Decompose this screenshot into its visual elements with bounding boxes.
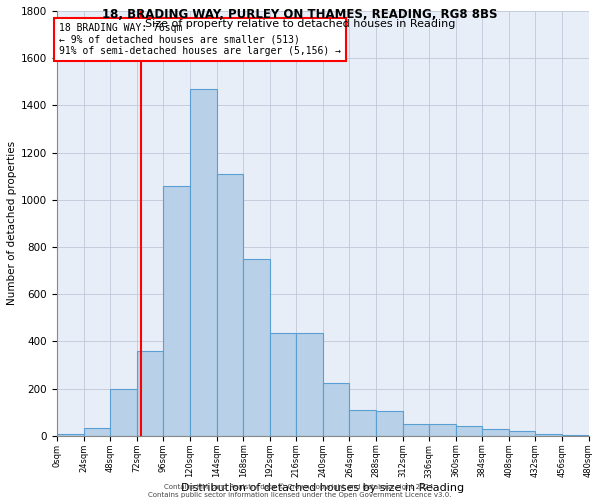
Bar	[562, 434, 589, 436]
Bar	[509, 431, 535, 436]
Text: 18 BRADING WAY: 76sqm
← 9% of detached houses are smaller (513)
91% of semi-deta: 18 BRADING WAY: 76sqm ← 9% of detached h…	[59, 22, 341, 56]
Bar	[403, 424, 429, 436]
Text: Contains HM Land Registry data © Crown copyright and database right 2024.
Contai: Contains HM Land Registry data © Crown c…	[148, 484, 452, 498]
X-axis label: Distribution of detached houses by size in Reading: Distribution of detached houses by size …	[181, 483, 464, 493]
Bar	[269, 333, 296, 436]
Text: Size of property relative to detached houses in Reading: Size of property relative to detached ho…	[145, 19, 455, 29]
Bar	[429, 424, 455, 436]
Bar	[190, 89, 217, 436]
Bar	[296, 333, 323, 436]
Bar	[323, 382, 349, 436]
Bar	[349, 410, 376, 436]
Bar	[535, 434, 562, 436]
Text: 18, BRADING WAY, PURLEY ON THAMES, READING, RG8 8BS: 18, BRADING WAY, PURLEY ON THAMES, READI…	[102, 8, 498, 20]
Bar	[110, 388, 137, 436]
Bar	[482, 429, 509, 436]
Bar	[217, 174, 243, 436]
Bar	[376, 411, 403, 436]
Bar	[455, 426, 482, 436]
Y-axis label: Number of detached properties: Number of detached properties	[7, 142, 17, 306]
Bar	[83, 428, 110, 436]
Bar	[57, 434, 83, 436]
Bar	[243, 259, 269, 436]
Bar	[163, 186, 190, 436]
Bar	[137, 351, 163, 436]
